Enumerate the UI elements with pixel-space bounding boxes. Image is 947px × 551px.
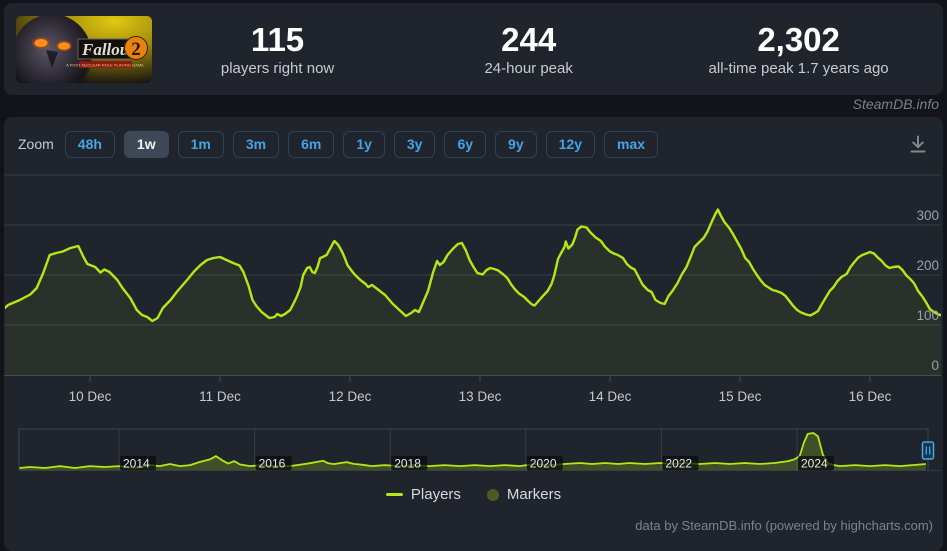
chart-legend: Players Markers <box>4 486 943 503</box>
game-header-card: Fallout 2 A POST NUCLEAR ROLE PLAYING GA… <box>4 3 943 95</box>
range-button-1y[interactable]: 1y <box>343 131 385 158</box>
navigator-handle-grip-icon <box>921 441 935 460</box>
stat-value: 244 <box>501 20 557 58</box>
stat-label: 24-hour peak <box>484 60 573 78</box>
range-button-1w[interactable]: 1w <box>123 131 169 158</box>
stat-block-2: 2,302 all-time peak 1.7 years ago <box>654 21 943 78</box>
game-capsule-image[interactable]: Fallout 2 A POST NUCLEAR ROLE PLAYING GA… <box>16 15 152 83</box>
range-button-6y[interactable]: 6y <box>444 131 487 158</box>
stat-value: 2,302 <box>757 20 840 58</box>
stat-value: 115 <box>250 20 305 58</box>
credits-link[interactable]: data by SteamDB.info (powered by highcha… <box>635 518 933 533</box>
chart-toolbar: Zoom 48h 1w 1m 3m 6m 1y 3y 6y 9y 12y max <box>18 131 929 158</box>
zoom-label: Zoom <box>18 136 54 153</box>
range-button-48h[interactable]: 48h <box>64 131 115 158</box>
svg-text:2: 2 <box>131 39 141 60</box>
stats-row: 115 players right now 244 24-hour peak 2,302… <box>152 21 943 78</box>
range-button-9y[interactable]: 9y <box>495 131 537 158</box>
range-button-1m[interactable]: 1m <box>177 131 224 158</box>
stat-block-1: 244 24-hour peak <box>403 21 654 78</box>
download-chart-icon[interactable] <box>907 133 929 155</box>
legend-item-players[interactable]: Players <box>385 486 461 503</box>
legend-circle-swatch-icon <box>486 488 499 501</box>
stat-label: players right now <box>220 60 335 78</box>
navigator-handle[interactable] <box>921 441 935 460</box>
range-button-12y[interactable]: 12y <box>545 131 595 158</box>
svg-text:A POST NUCLEAR ROLE PLAYING GA: A POST NUCLEAR ROLE PLAYING GAME <box>66 62 144 67</box>
fallout2-capsule-art: Fallout 2 A POST NUCLEAR ROLE PLAYING GA… <box>16 15 152 83</box>
legend-label: Markers <box>506 486 562 503</box>
legend-label: Players <box>410 486 461 503</box>
stat-label: all-time peak 1.7 years ago <box>708 60 889 78</box>
range-button-3m[interactable]: 3m <box>232 131 280 158</box>
range-button-3y[interactable]: 3y <box>393 131 436 158</box>
chart-card: Zoom 48h 1w 1m 3m 6m 1y 3y 6y 9y 12y max Players Ma… <box>4 117 943 551</box>
svg-text:Fallout: Fallout <box>81 40 135 59</box>
range-button-max[interactable]: max <box>603 131 659 158</box>
steamdb-watermark-link[interactable]: SteamDB.info <box>852 96 939 112</box>
legend-item-markers[interactable]: Markers <box>486 486 562 503</box>
legend-line-swatch-icon <box>385 493 403 496</box>
range-buttons: 48h 1w 1m 3m 6m 1y 3y 6y 9y 12y max <box>64 131 659 158</box>
stat-block-0: 115 players right now <box>152 21 403 78</box>
range-button-6m[interactable]: 6m <box>288 131 335 158</box>
